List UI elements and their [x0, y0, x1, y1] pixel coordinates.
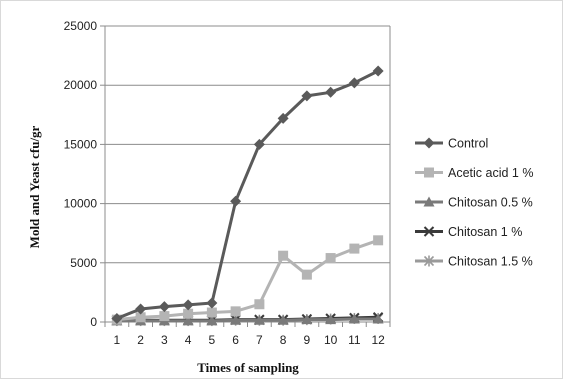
y-tick-label: 0: [90, 315, 97, 329]
data-point: [135, 312, 146, 323]
y-tick-label: 5000: [70, 256, 97, 270]
data-point: [372, 65, 384, 77]
legend-marker: [423, 137, 435, 149]
data-point: [135, 303, 147, 315]
data-point: [230, 195, 242, 207]
data-point: [301, 269, 312, 280]
data-point: [278, 250, 289, 261]
legend-marker: [423, 255, 435, 267]
legend-label: Chitosan 0.5 %: [448, 196, 533, 210]
data-point: [325, 314, 337, 325]
x-tick-label: 2: [137, 333, 144, 347]
data-point: [301, 90, 313, 102]
data-point: [348, 77, 360, 89]
y-tick-label: 25000: [64, 19, 98, 33]
data-point: [253, 138, 265, 150]
legend-item: Control: [415, 137, 488, 151]
data-point: [230, 314, 242, 325]
legend-item: Chitosan 1 %: [415, 225, 522, 239]
x-tick-label: 9: [304, 333, 311, 347]
x-tick-label: 7: [256, 333, 263, 347]
x-tick-label: 11: [348, 333, 361, 347]
data-point: [111, 312, 123, 324]
legend-label: Control: [448, 137, 488, 151]
legend-marker: [423, 196, 435, 207]
x-tick-label: 6: [232, 333, 239, 347]
data-point: [372, 313, 384, 324]
y-tick-label: 10000: [64, 197, 98, 211]
x-tick-label: 4: [185, 333, 192, 347]
data-point: [182, 299, 194, 311]
data-point: [349, 243, 360, 254]
data-point: [373, 235, 384, 246]
data-point: [206, 297, 218, 309]
x-tick-label: 12: [371, 333, 385, 347]
data-point: [325, 253, 336, 264]
legend-marker: [424, 167, 434, 178]
data-point: [206, 307, 217, 318]
data-point: [325, 86, 337, 98]
gridlines: [105, 25, 391, 322]
x-tick-label: 10: [324, 333, 338, 347]
series-layer: [111, 65, 384, 327]
y-tick-label: 15000: [64, 137, 98, 151]
data-point: [253, 314, 265, 325]
data-point: [230, 306, 241, 317]
legend: Control Acetic acid 1 % Chitosan 0.5 % Chit…: [415, 137, 533, 269]
legend-label: Acetic acid 1 %: [448, 166, 533, 180]
series-0: [111, 65, 384, 324]
legend-item: Chitosan 1.5 %: [415, 255, 533, 269]
data-point: [277, 112, 289, 124]
data-point: [182, 315, 194, 326]
data-point: [301, 314, 313, 325]
data-point: [348, 313, 360, 324]
data-point: [158, 301, 170, 313]
y-axis-title: Mold and Yeast cfu/gr: [27, 125, 42, 248]
data-point: [159, 311, 170, 322]
x-tick-label: 3: [161, 333, 168, 347]
data-point: [206, 315, 218, 326]
x-tick-label: 1: [114, 333, 121, 347]
legend-label: Chitosan 1.5 %: [448, 255, 533, 269]
legend-marker: [423, 226, 435, 237]
legend-item: Acetic acid 1 %: [415, 166, 533, 180]
legend-item: Chitosan 0.5 %: [415, 196, 533, 210]
series-line: [116, 69, 379, 320]
series-1: [111, 235, 384, 325]
x-tick-label: 8: [280, 333, 287, 347]
y-tick-label: 20000: [64, 78, 98, 92]
data-point: [183, 308, 194, 319]
legend-label: Chitosan 1 %: [448, 225, 522, 239]
x-axis-title: Times of sampling: [197, 360, 299, 375]
data-point: [277, 314, 289, 325]
data-point: [254, 299, 265, 310]
x-tick-label: 5: [209, 333, 216, 347]
